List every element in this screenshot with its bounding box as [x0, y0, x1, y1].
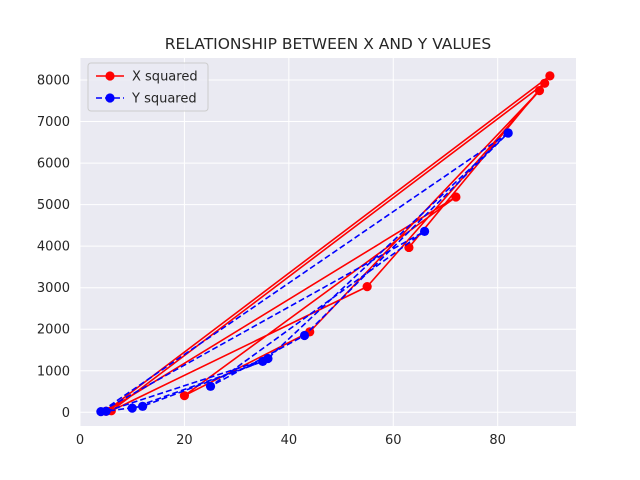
series-layer [96, 71, 555, 417]
y-tick-label: 1000 [37, 364, 70, 379]
data-point [299, 330, 310, 341]
legend-marker [105, 71, 115, 81]
data-point [258, 356, 268, 367]
legend-label: X squared [132, 70, 198, 85]
data-point [127, 403, 137, 413]
legend-label: Y squared [131, 92, 197, 107]
data-point [205, 381, 216, 391]
series-line [105, 75, 551, 413]
data-point [419, 226, 430, 236]
data-point [362, 282, 372, 292]
x-tick-label: 40 [281, 433, 298, 448]
data-point [179, 391, 190, 401]
x-tick-label: 20 [176, 433, 193, 448]
tick-labels: 0 20 40 60 80 0 1000 2000 3000 4000 5000 6000 7000 80… [37, 74, 506, 448]
y-tick-label: 7000 [37, 115, 70, 130]
data-point [503, 128, 513, 138]
y-tick-label: 4000 [37, 240, 70, 255]
data-point [545, 71, 555, 81]
y-tick-label: 0 [62, 406, 70, 421]
legend-box [87, 62, 209, 112]
data-point [451, 192, 461, 202]
chart-title: RELATIONSHIP BETWEEN X AND Y VALUES [165, 35, 492, 53]
y-tick-label: 2000 [37, 323, 70, 338]
x-tick-label: 0 [76, 433, 84, 448]
data-point [540, 78, 550, 88]
legend-entry: Y squared [96, 92, 197, 107]
y-tick-label: 8000 [37, 74, 70, 89]
y-tick-label: 5000 [37, 198, 70, 213]
legend-entry: X squared [96, 70, 198, 85]
x-tick-label: 80 [489, 433, 506, 448]
y-tick-label: 3000 [37, 281, 70, 296]
legend-marker [105, 93, 115, 103]
legend: X squared Y squared [87, 62, 209, 112]
y-tick-label: 6000 [37, 157, 70, 172]
data-point [138, 401, 148, 411]
data-point [101, 406, 111, 416]
x-tick-label: 60 [385, 433, 402, 448]
data-point [534, 86, 545, 96]
series-2 [96, 128, 513, 417]
